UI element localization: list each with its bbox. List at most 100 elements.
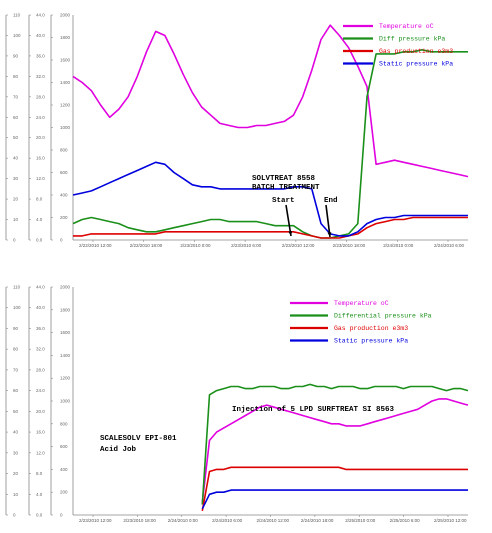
x-tick-label: 2/23/2010 6:00: [231, 243, 262, 248]
y-tick-label: 1400: [60, 353, 71, 358]
x-tick-label: 2/22/2010 18:00: [130, 243, 163, 248]
y-tick-label: 0: [13, 513, 16, 518]
annotation-text: Start: [272, 197, 295, 205]
y-tick-label: 44.0: [36, 13, 45, 18]
series-line-differential-pressure-kpa: [201, 383, 469, 505]
y-tick-label: 1600: [60, 330, 71, 335]
y-tick-label: 70: [13, 94, 19, 99]
y-tick-label: 0.0: [36, 513, 43, 518]
series-line-gas-production-e3m3: [73, 216, 468, 239]
y-tick-label: 0: [60, 513, 63, 518]
series-line-static-pressure-kpa: [201, 489, 468, 510]
x-tick-label: 2/24/2010 18:00: [301, 518, 334, 523]
series-line-static-pressure-kpa: [72, 161, 468, 237]
x-tick-label: 2/24/2010 0:00: [383, 243, 414, 248]
y-tick-label: 4.0: [36, 217, 43, 222]
y-tick-label: 1400: [60, 80, 71, 85]
y-tick-label: 40.0: [36, 33, 45, 38]
y-tick-label: 10: [13, 217, 19, 222]
y-tick-label: 90: [13, 53, 19, 58]
y-tick-label: 8.0: [36, 197, 43, 202]
y-tick-label: 30: [13, 450, 19, 455]
y-tick-label: 40: [13, 430, 19, 435]
y-tick-label: 400: [60, 467, 68, 472]
y-tick-label: 400: [60, 193, 68, 198]
annotation-text: SOLVTREAT 8558: [252, 175, 316, 183]
y-tick-label: 100: [13, 33, 21, 38]
y-tick-label: 28.0: [36, 94, 45, 99]
x-tick-label: 2/23/2010 18:00: [123, 518, 156, 523]
annotation-arrowhead: [327, 232, 332, 237]
y-tick-label: 0.0: [36, 238, 43, 243]
y-tick-label: 1800: [60, 307, 71, 312]
y-tick-label: 36.0: [36, 326, 45, 331]
y-tick-label: 0: [13, 238, 16, 243]
legend-label: Diff pressure kPa: [379, 36, 445, 43]
y-tick-label: 12.0: [36, 176, 45, 181]
y-tick-label: 60: [13, 115, 19, 120]
annotation-arrow: [285, 204, 292, 237]
legend-label: Gas production e3m3: [379, 48, 453, 55]
y-tick-label: 40.0: [36, 305, 45, 310]
y-tick-label: 1000: [60, 399, 71, 404]
y-tick-label: 1200: [60, 376, 71, 381]
y-tick-label: 50: [13, 135, 19, 140]
annotation-text: BATCH TREATMENT: [252, 184, 320, 192]
chart-panel-bottom: 0 10 20 30 40 50 60 70 80 90 100 110 0.0 4.0 8.0 12.0 16…: [5, 285, 469, 523]
y-tick-label: 8.0: [36, 471, 43, 476]
y-tick-label: 2000: [60, 285, 71, 290]
y-tick-label: 4.0: [36, 492, 43, 497]
y-tick-label: 1000: [60, 125, 71, 130]
y-tick-label: 200: [60, 490, 68, 495]
y-tick-label: 600: [60, 444, 68, 449]
legend-label: Temperature oC: [379, 23, 434, 30]
y-tick-label: 800: [60, 421, 68, 426]
legend-label: Static pressure kPa: [334, 338, 408, 345]
annotation-text: Acid Job: [100, 446, 137, 454]
y-tick-label: 1200: [60, 103, 71, 108]
annotation-arrowhead: [288, 231, 293, 236]
x-tick-label: 2/23/2010 0:00: [180, 243, 211, 248]
legend-label: Gas production e3m3: [334, 325, 408, 332]
annotation-text: End: [324, 197, 338, 205]
y-tick-label: 50: [13, 409, 19, 414]
x-tick-label: 2/23/2010 18:00: [333, 243, 366, 248]
chart-panel-top: 0 10 20 30 40 50 60 70 80 90 100 110 0.0 4.0 8.0 12.0 16…: [5, 13, 469, 248]
y-tick-label: 20: [13, 197, 19, 202]
y-tick-label: 36.0: [36, 53, 45, 58]
x-tick-label: 2/24/2010 12:00: [257, 518, 290, 523]
legend-label: Temperature oC: [334, 300, 389, 307]
annotation-arrow: [325, 204, 331, 238]
y-tick-label: 90: [13, 326, 19, 331]
y-tick-label: 24.0: [36, 388, 45, 393]
y-tick-label: 100: [13, 305, 21, 310]
y-tick-label: 32.0: [36, 74, 45, 79]
y-tick-label: 70: [13, 367, 19, 372]
y-tick-label: 20.0: [36, 409, 45, 414]
y-tick-label: 20: [13, 471, 19, 476]
x-tick-label: 2/25/2010 0:00: [345, 518, 376, 523]
x-tick-label: 2/24/2010 6:00: [434, 243, 465, 248]
series-line-gas-production-e3m3: [201, 466, 468, 512]
x-tick-label: 2/22/2010 12:00: [79, 243, 112, 248]
series-line-diff-pressure-kpa: [72, 49, 468, 239]
y-tick-label: 32.0: [36, 347, 45, 352]
y-tick-label: 16.0: [36, 156, 45, 161]
y-tick-label: 16.0: [36, 430, 45, 435]
y-tick-label: 24.0: [36, 115, 45, 120]
legend-label: Differential pressure kPa: [334, 313, 432, 320]
y-tick-label: 20.0: [36, 135, 45, 140]
legend-label: Static pressure kPa: [379, 61, 453, 68]
y-tick-label: 80: [13, 74, 19, 79]
y-tick-label: 10: [13, 492, 19, 497]
y-tick-label: 1800: [60, 35, 71, 40]
y-tick-label: 2000: [60, 13, 71, 18]
x-tick-label: 2/23/2010 12:00: [282, 243, 315, 248]
series-line-temperature-oc: [201, 398, 469, 503]
annotation-text: SCALESOLV EPI-801: [100, 435, 177, 443]
series-line-temperature-oc: [72, 24, 469, 178]
y-tick-label: 800: [60, 148, 68, 153]
x-tick-label: 2/25/2010 12:00: [434, 518, 467, 523]
y-tick-label: 44.0: [36, 285, 45, 290]
